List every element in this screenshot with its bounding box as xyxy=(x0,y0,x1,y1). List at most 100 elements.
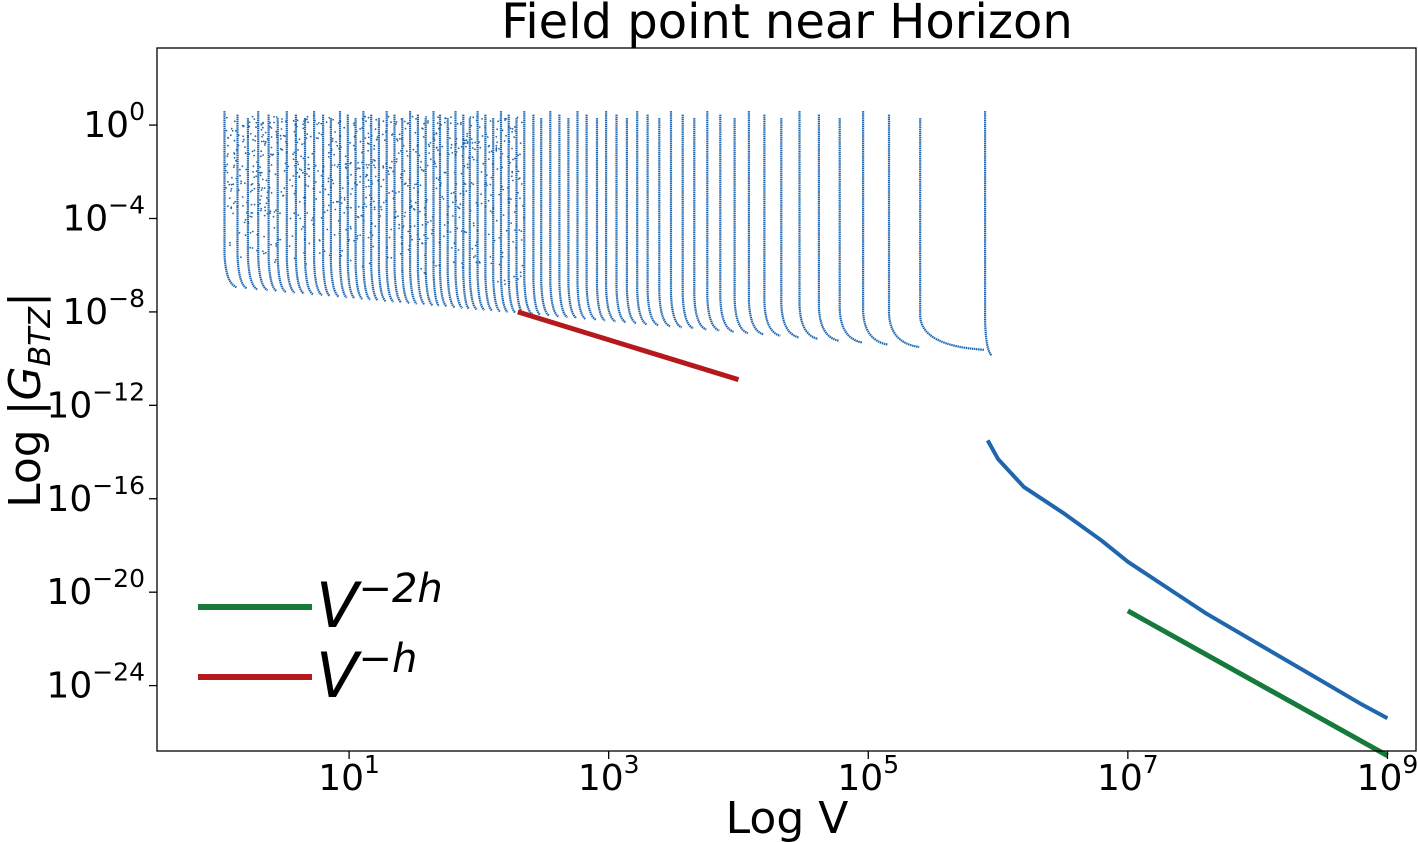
data-point xyxy=(507,187,509,189)
data-point xyxy=(496,128,499,131)
data-point xyxy=(260,140,263,143)
data-point xyxy=(349,259,352,262)
data-point xyxy=(345,228,348,231)
data-point xyxy=(371,161,374,163)
data-point xyxy=(275,136,278,139)
data-point xyxy=(486,136,489,138)
data-point xyxy=(357,167,359,170)
data-point xyxy=(277,239,280,241)
legend-label-v-h: V−h xyxy=(316,636,417,712)
data-point xyxy=(349,162,352,165)
data-point xyxy=(422,136,425,138)
data-point xyxy=(455,199,458,202)
data-point xyxy=(365,205,368,208)
data-point xyxy=(328,144,330,146)
data-point xyxy=(256,233,259,236)
data-point xyxy=(370,196,373,199)
data-point xyxy=(457,147,460,150)
data-point xyxy=(387,115,390,118)
data-point xyxy=(382,178,385,181)
data-spike xyxy=(507,114,517,314)
data-point xyxy=(499,119,502,121)
data-point xyxy=(376,138,378,141)
legend-label-v-h-exp: −h xyxy=(358,636,417,682)
data-point xyxy=(455,183,458,185)
data-point xyxy=(336,144,339,147)
data-point xyxy=(359,127,361,130)
data-point xyxy=(418,154,421,157)
data-point xyxy=(466,132,469,135)
data-point xyxy=(475,119,478,122)
data-point xyxy=(399,253,402,255)
data-spike xyxy=(313,111,323,297)
data-point xyxy=(251,115,254,118)
data-point xyxy=(318,132,320,135)
data-point xyxy=(259,174,262,177)
data-point xyxy=(275,116,278,118)
data-point xyxy=(463,165,466,168)
data-point xyxy=(332,118,334,121)
data-point xyxy=(496,168,499,170)
data-point xyxy=(270,146,273,149)
data-point xyxy=(293,151,296,154)
data-point xyxy=(390,228,392,231)
data-point xyxy=(228,183,231,186)
data-point xyxy=(369,125,372,127)
data-point xyxy=(415,151,417,153)
data-point xyxy=(452,191,455,194)
data-point xyxy=(302,225,304,228)
data-point xyxy=(318,252,321,255)
data-point xyxy=(296,171,299,174)
data-point xyxy=(414,201,417,204)
data-point xyxy=(390,121,392,124)
data-point xyxy=(408,245,411,247)
data-point xyxy=(406,155,409,157)
x-tick-label: 105 xyxy=(837,750,899,799)
data-point xyxy=(455,138,458,140)
data-point xyxy=(463,182,465,185)
data-point xyxy=(298,175,301,178)
data-point xyxy=(305,137,308,140)
data-point xyxy=(320,216,323,219)
data-point xyxy=(259,199,262,201)
data-point xyxy=(227,181,229,183)
y-tick-label: 10−24 xyxy=(46,658,145,707)
data-point xyxy=(437,178,440,181)
y-axis-title-symbol: G xyxy=(0,366,51,400)
data-point xyxy=(287,165,290,168)
data-point xyxy=(504,119,506,121)
data-point xyxy=(307,156,310,159)
data-point xyxy=(252,165,255,168)
data-point xyxy=(394,192,397,194)
data-point xyxy=(370,180,373,182)
data-point xyxy=(291,235,294,238)
data-point xyxy=(340,196,342,199)
data-point xyxy=(345,206,348,209)
data-spike xyxy=(468,118,478,311)
data-point xyxy=(409,206,411,209)
data-point xyxy=(232,183,235,186)
data-point xyxy=(268,156,271,158)
data-point xyxy=(259,202,261,205)
data-point xyxy=(404,127,407,130)
data-point xyxy=(350,206,352,209)
data-point xyxy=(451,152,454,154)
data-point xyxy=(343,199,346,201)
data-point xyxy=(388,173,390,176)
data-point xyxy=(433,139,436,141)
data-point xyxy=(292,119,295,122)
data-spike xyxy=(246,118,258,291)
data-spike xyxy=(484,114,493,312)
data-point xyxy=(517,278,519,280)
data-point xyxy=(495,144,498,147)
data-point xyxy=(485,174,488,177)
x-tick-exp: 3 xyxy=(624,750,640,779)
data-point xyxy=(502,188,505,191)
data-point xyxy=(424,213,426,216)
data-spike xyxy=(257,111,269,292)
data-point xyxy=(226,155,229,158)
data-point xyxy=(427,120,429,122)
data-point xyxy=(423,122,425,125)
data-point xyxy=(326,228,329,231)
data-point xyxy=(250,183,253,186)
